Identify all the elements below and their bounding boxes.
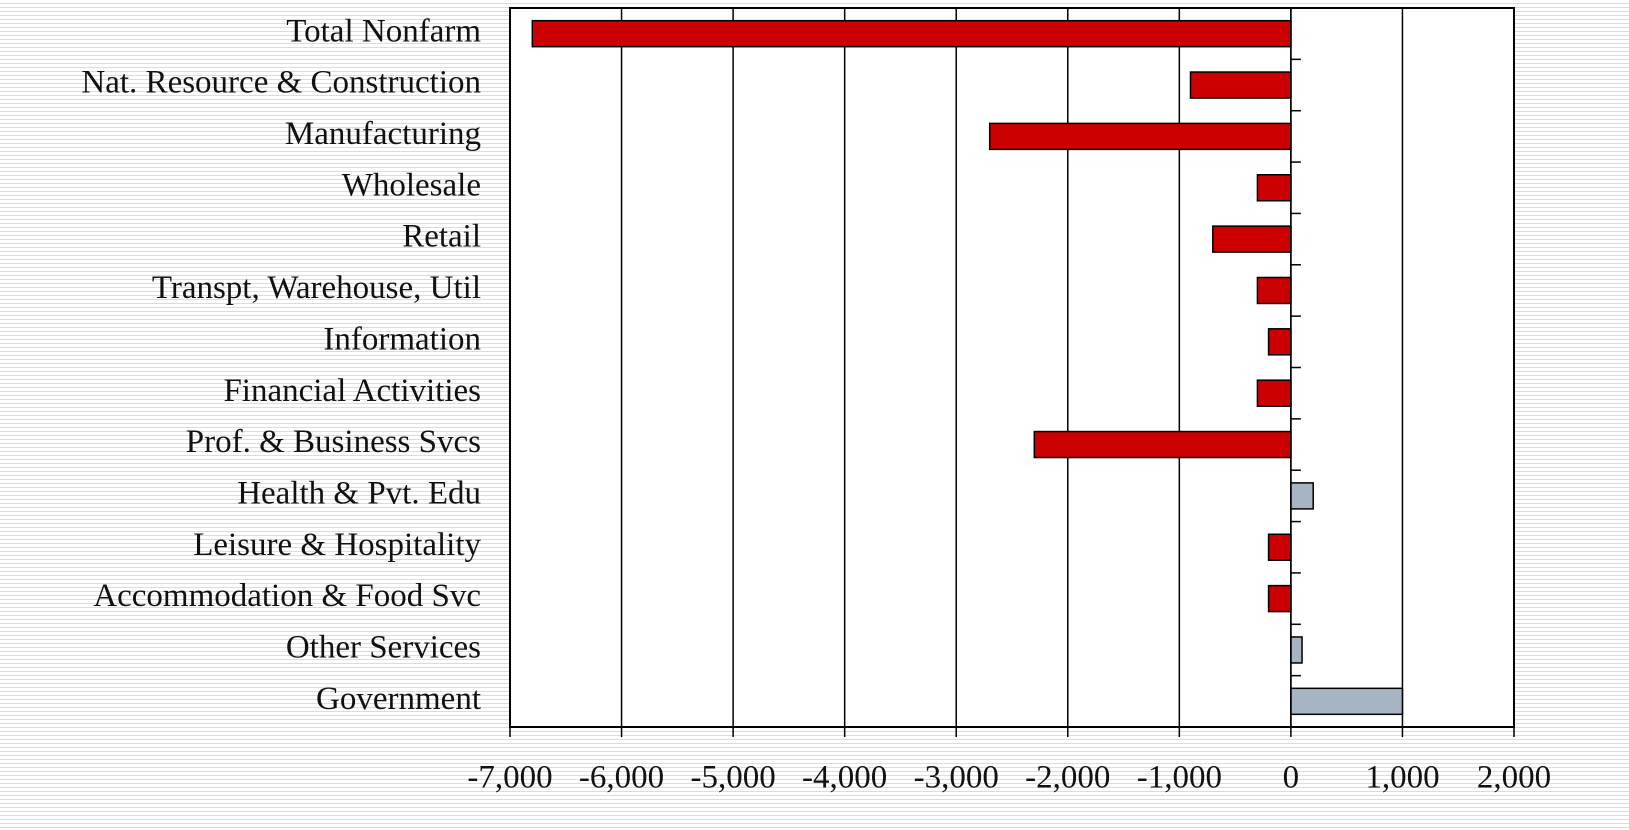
bar: [1290, 687, 1404, 716]
bar: [988, 122, 1292, 151]
y-tick-label: Prof. & Business Svcs: [186, 424, 481, 460]
bar: [1267, 328, 1292, 356]
x-tick-label: -7,000: [467, 760, 552, 796]
y-tick-label: Transpt, Warehouse, Util: [152, 270, 481, 306]
x-tick-label: 2,000: [1477, 760, 1551, 796]
x-tick-label: 1,000: [1365, 760, 1439, 796]
bar: [1256, 276, 1292, 305]
y-tick-label: Financial Activities: [223, 373, 481, 409]
bar: [1267, 584, 1292, 613]
y-tick-label: Leisure & Hospitality: [193, 527, 481, 563]
x-tick-label: 0: [1283, 760, 1300, 796]
bar: [1256, 174, 1292, 202]
bar: [1189, 71, 1292, 99]
x-tick-label: -2,000: [1025, 760, 1110, 796]
y-tick-label: Manufacturing: [285, 116, 481, 152]
y-tick-label: Information: [323, 321, 481, 357]
bar: [1290, 636, 1303, 664]
x-tick-label: -3,000: [914, 760, 999, 796]
x-tick-label: -5,000: [690, 760, 775, 796]
bar: [1290, 482, 1314, 510]
bar: [1267, 533, 1292, 561]
x-tick-label: -1,000: [1137, 760, 1222, 796]
y-tick-label: Retail: [402, 219, 481, 255]
x-tick-label: -4,000: [802, 760, 887, 796]
y-tick-label: Nat. Resource & Construction: [81, 65, 481, 101]
bar: [1256, 379, 1292, 407]
y-tick-label: Accommodation & Food Svc: [93, 578, 481, 614]
y-tick-label: Other Services: [286, 630, 481, 666]
bar: [1212, 225, 1292, 253]
y-tick-label: Health & Pvt. Edu: [237, 475, 481, 511]
plot-border: [509, 7, 1515, 728]
y-tick-label: Government: [316, 681, 481, 717]
y-tick-label: Total Nonfarm: [286, 13, 481, 49]
bar: [531, 19, 1292, 48]
bar: [1033, 430, 1292, 459]
x-tick-label: -6,000: [579, 760, 664, 796]
y-tick-label: Wholesale: [342, 167, 481, 203]
plot-area: [510, 8, 1514, 727]
